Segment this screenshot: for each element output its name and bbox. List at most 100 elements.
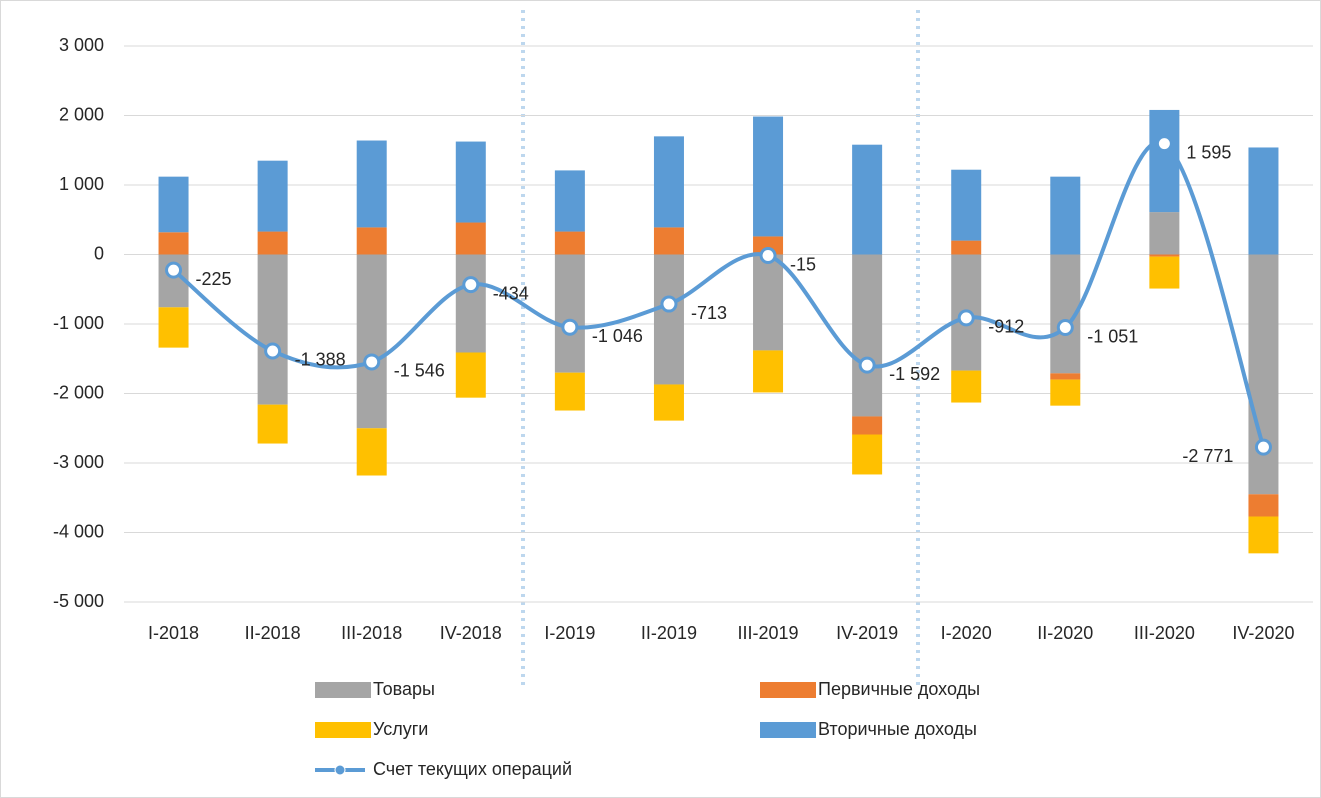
x-tick-label: IV-2019 (836, 623, 898, 643)
x-tick-label: I-2020 (941, 623, 992, 643)
bar-segment (356, 428, 387, 476)
bar-segment (753, 350, 784, 393)
bar-segment (852, 254, 883, 417)
legend-swatch (760, 682, 816, 698)
bar-segment (753, 254, 784, 351)
y-tick-label: -4 000 (53, 521, 104, 541)
bar-segment (455, 352, 486, 398)
bar-segment (653, 136, 684, 228)
bar-segment (653, 227, 684, 255)
x-tick-label: II-2019 (641, 623, 697, 643)
line-marker (957, 309, 975, 327)
bar-segment (1248, 254, 1279, 495)
line-marker (858, 356, 876, 374)
line-marker (759, 247, 777, 265)
legend-label: Счет текущих операций (373, 759, 572, 779)
data-label: -1 051 (1087, 326, 1138, 346)
y-tick-label: -1 000 (53, 313, 104, 333)
bar-segment (1149, 256, 1180, 289)
y-tick-label: 3 000 (59, 35, 104, 55)
bar-segment (1149, 109, 1180, 213)
legend-label: Первичные доходы (818, 679, 980, 699)
y-tick-label: -2 000 (53, 382, 104, 402)
legend-swatch (315, 722, 371, 738)
bar-segment (356, 227, 387, 255)
bar-segment (1050, 373, 1081, 380)
bar-segment (753, 116, 784, 237)
line-marker (1155, 135, 1173, 153)
bar-segment (554, 254, 585, 373)
data-label: -1 592 (889, 364, 940, 384)
bar-segment (257, 231, 288, 255)
bar-segment (455, 254, 486, 353)
bar-segment (753, 236, 784, 255)
bar-segment (455, 141, 486, 223)
bar-segment (554, 372, 585, 411)
bar-segment (554, 170, 585, 232)
bar-segment (1248, 147, 1279, 255)
bar-segment (356, 254, 387, 429)
bar-segment (158, 232, 189, 255)
bar-segment (257, 404, 288, 444)
bar-segment (852, 416, 883, 435)
data-label: -912 (988, 317, 1024, 337)
bar-segment (356, 140, 387, 228)
line-marker (1254, 438, 1272, 456)
line-marker (462, 276, 480, 294)
data-label: -1 388 (295, 350, 346, 370)
data-label: -713 (691, 303, 727, 323)
x-tick-label: II-2018 (245, 623, 301, 643)
line-marker (1056, 319, 1074, 337)
x-tick-label: III-2019 (738, 623, 799, 643)
x-tick-label: I-2019 (544, 623, 595, 643)
bar-segment (951, 370, 982, 403)
legend-label: Услуги (373, 719, 428, 739)
legend-swatch (760, 722, 816, 738)
legend-label: Товары (373, 679, 435, 699)
bar-segment (951, 169, 982, 241)
x-tick-label: II-2020 (1037, 623, 1093, 643)
bar-segment (257, 254, 288, 405)
legend-swatch (315, 682, 371, 698)
bar-segment (653, 254, 684, 385)
line-marker (660, 295, 678, 313)
bar-segment (1149, 212, 1180, 255)
bar-segment (852, 144, 883, 255)
line-marker (561, 318, 579, 336)
y-tick-label: 1 000 (59, 174, 104, 194)
data-label: -434 (493, 283, 529, 303)
line-marker (363, 353, 381, 371)
y-tick-label: -5 000 (53, 591, 104, 611)
bar-segment (158, 307, 189, 348)
data-label: -225 (196, 269, 232, 289)
bar-segment (1248, 516, 1279, 554)
line-marker (264, 342, 282, 360)
y-tick-label: -3 000 (53, 452, 104, 472)
bar-segment (852, 434, 883, 475)
bar-segment (1248, 494, 1279, 517)
x-tick-label: III-2020 (1134, 623, 1195, 643)
bar-segment (554, 231, 585, 255)
data-label: -15 (790, 254, 816, 274)
data-label: 1 595 (1186, 142, 1231, 162)
y-tick-label: 0 (94, 243, 104, 263)
x-tick-label: IV-2020 (1232, 623, 1294, 643)
line-marker (165, 261, 183, 279)
bar-segment (455, 222, 486, 255)
bar-segment (1050, 379, 1081, 406)
legend-label: Вторичные доходы (818, 719, 977, 739)
bar-segment (653, 384, 684, 421)
data-label: -1 046 (592, 326, 643, 346)
bar-segment (257, 160, 288, 232)
data-label: -1 546 (394, 361, 445, 381)
y-tick-label: 2 000 (59, 104, 104, 124)
x-tick-label: IV-2018 (440, 623, 502, 643)
x-tick-label: III-2018 (341, 623, 402, 643)
x-tick-label: I-2018 (148, 623, 199, 643)
bar-segment (951, 240, 982, 255)
data-label: -2 771 (1182, 446, 1233, 466)
bar-segment (158, 176, 189, 233)
bar-segment (1050, 176, 1081, 255)
bar-segment (1149, 254, 1180, 257)
